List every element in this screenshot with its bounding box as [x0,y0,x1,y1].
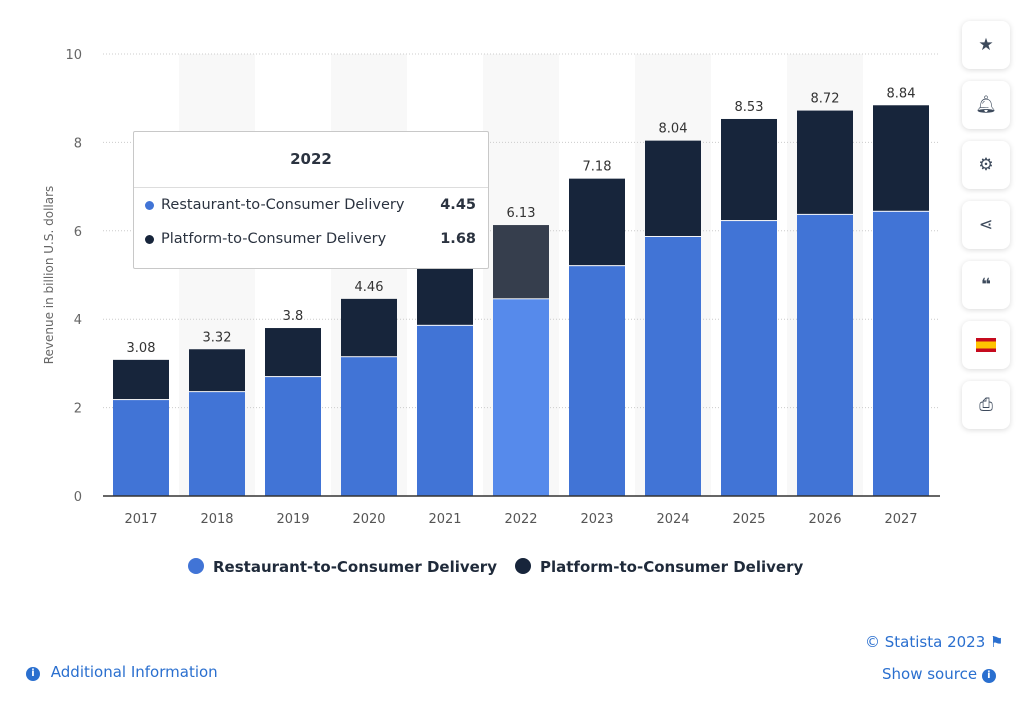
star-icon: ★ [978,35,994,55]
y-tick-label: 0 [74,490,82,505]
flag-icon: ⚑ [990,633,1004,651]
data-label: 4.46 [355,280,384,295]
bar-segment [797,214,853,496]
bar-segment [721,118,777,221]
data-label: 8.84 [887,86,916,101]
tooltip-value: 4.45 [440,197,476,213]
bar-segment [645,140,701,236]
x-tick-label: 2024 [656,512,689,527]
info-icon: i [981,669,996,683]
x-tick-label: 2020 [352,512,385,527]
data-label: 7.18 [583,160,612,175]
gear-icon: ⚙ [978,155,994,175]
legend: Restaurant-to-Consumer Delivery Platform… [188,558,803,576]
bar-segment [113,359,169,400]
bar-segment [721,221,777,497]
tooltip-row: Restaurant-to-Consumer Delivery 4.45 [134,188,488,222]
x-tick-label: 2023 [580,512,613,527]
data-label: 3.08 [127,341,156,356]
share-button[interactable]: ⋖ [962,201,1010,249]
bar-segment [189,349,245,392]
copyright[interactable]: © Statista 2023 ⚑ [865,633,1004,651]
series-dot [145,234,154,244]
x-tick-label: 2022 [504,512,537,527]
print-button[interactable]: ⎙ [962,381,1010,429]
x-tick-label: 2017 [124,512,157,527]
bar-segment [341,298,397,357]
stacked-bar-chart: 0 2 4 6 8 10 Revenue in billion U.S. dollars 3.… [42,48,940,527]
bar-segment [113,400,169,496]
bell-icon: 🔔︎ [975,95,997,115]
bar-segment [569,178,625,266]
data-label: 8.72 [811,92,840,107]
y-tick-label: 2 [74,402,82,417]
settings-button[interactable]: ⚙ [962,141,1010,189]
tooltip-title: 2022 [134,132,488,188]
y-tick-label: 10 [65,48,82,63]
bar-segment [873,211,929,496]
favorite-button[interactable]: ★ [962,21,1010,69]
legend-item-restaurant[interactable]: Restaurant-to-Consumer Delivery [188,558,497,576]
flag-icon [976,338,996,352]
data-label: 8.53 [735,100,764,115]
bar-segment [645,236,701,496]
x-tick-label: 2018 [200,512,233,527]
legend-item-platform[interactable]: Platform-to-Consumer Delivery [514,558,803,576]
bar-segment [493,225,549,299]
share-icon: ⋖ [978,215,994,235]
info-icon: i [26,667,40,681]
bar-segment [417,325,473,496]
y-axis-label: Revenue in billion U.S. dollars [42,186,56,365]
tooltip-row: Platform-to-Consumer Delivery 1.68 [134,222,488,256]
y-tick-label: 8 [74,136,82,151]
bar-segment [189,392,245,496]
tooltip-label: Restaurant-to-Consumer Delivery [161,197,405,213]
bar-segment [493,299,549,496]
bar-segment [265,377,321,496]
print-icon: ⎙ [979,395,993,415]
tooltip: 2022 Restaurant-to-Consumer Delivery 4.45… [133,131,489,269]
data-label: 3.32 [203,330,232,345]
bar-segment [569,266,625,496]
y-tick-label: 4 [74,313,82,328]
bar-segment [797,110,853,214]
data-label: 6.13 [507,206,536,221]
cite-button[interactable]: ❝ [962,261,1010,309]
x-tick-label: 2026 [808,512,841,527]
notification-button[interactable]: 🔔︎ [962,81,1010,129]
series-dot [145,200,154,210]
tooltip-value: 1.68 [440,231,476,247]
x-tick-label: 2019 [276,512,309,527]
additional-information-link[interactable]: i Additional Information [26,663,218,681]
language-button[interactable] [962,321,1010,369]
tooltip-label: Platform-to-Consumer Delivery [161,231,387,247]
x-tick-label: 2021 [428,512,461,527]
y-tick-label: 6 [74,225,82,240]
data-label: 3.8 [283,309,304,324]
bar-segment [265,328,321,377]
bar-segment [341,357,397,496]
x-tick-label: 2025 [732,512,765,527]
x-tick-label: 2027 [884,512,917,527]
show-source-link[interactable]: Show source i [882,665,996,683]
quote-icon: ❝ [981,275,991,295]
bar-segment [873,105,929,211]
data-label: 8.04 [659,122,688,137]
